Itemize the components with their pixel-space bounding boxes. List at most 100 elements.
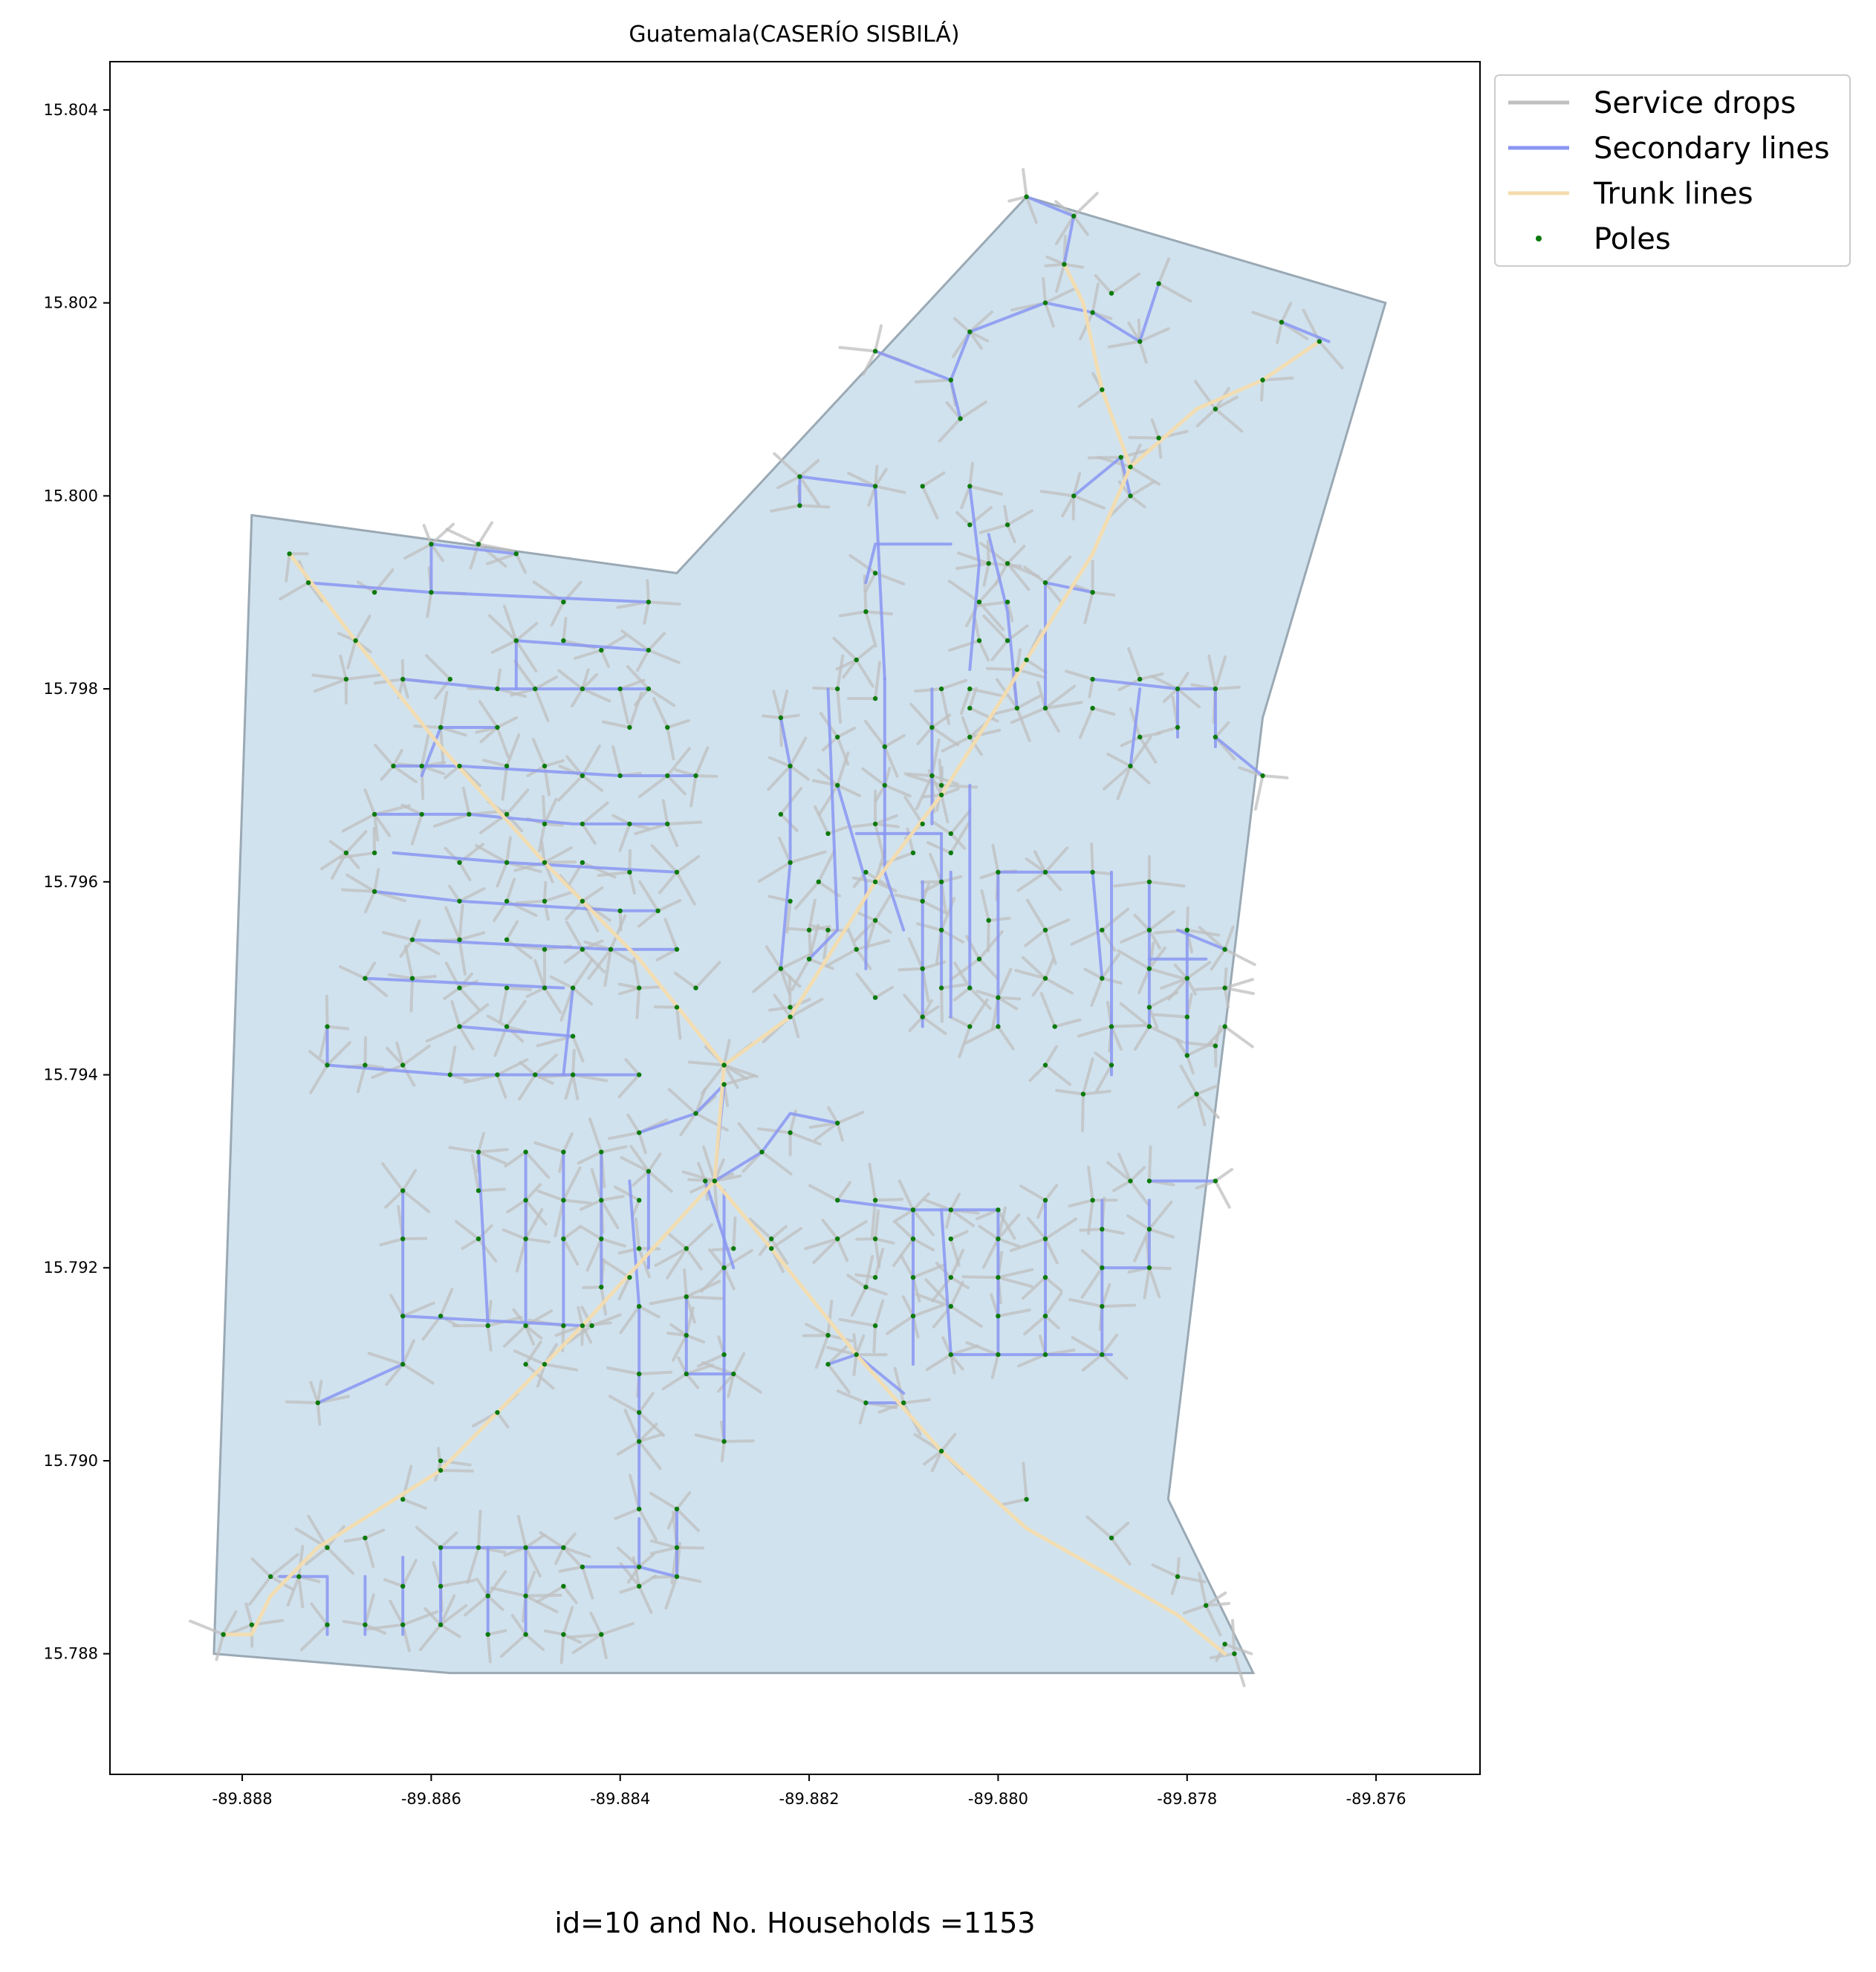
service-drop	[637, 1422, 658, 1443]
service-drop	[874, 467, 888, 488]
service-drop	[244, 1602, 253, 1626]
service-drop	[1081, 1089, 1111, 1096]
service-drop	[687, 1178, 716, 1183]
service-drop	[883, 745, 899, 778]
service-drop	[439, 1468, 475, 1473]
service-drop	[654, 1247, 688, 1268]
service-drop	[1087, 1199, 1094, 1235]
service-drop	[722, 1039, 731, 1067]
service-drop	[539, 1531, 565, 1549]
service-drop	[1022, 1462, 1028, 1501]
service-drop	[1095, 1063, 1113, 1093]
service-drop	[617, 1073, 641, 1099]
pole-point	[1128, 493, 1133, 499]
service-drop	[1170, 1574, 1179, 1595]
pole-point	[1100, 1227, 1105, 1232]
service-drop	[674, 971, 698, 990]
service-drop	[864, 610, 877, 648]
x-tick-label: -89.884	[590, 1790, 650, 1808]
pole-point	[1042, 869, 1048, 875]
service-drop	[1152, 1013, 1189, 1019]
service-drop	[1213, 685, 1241, 691]
service-drop	[874, 822, 900, 828]
service-drop	[874, 918, 892, 934]
service-drop	[921, 484, 939, 519]
service-drop	[543, 986, 562, 1014]
service-drop	[297, 1574, 305, 1609]
pole-point	[1042, 705, 1048, 711]
pole-point	[835, 686, 840, 692]
pole-point	[363, 1063, 368, 1068]
y-tick-label: 15.794	[44, 1066, 98, 1084]
service-drop	[637, 1370, 673, 1376]
pole-point	[976, 600, 982, 605]
service-drop	[1017, 1353, 1047, 1368]
pole-point	[637, 1198, 642, 1203]
pole-point	[986, 561, 991, 566]
secondary-line	[874, 349, 952, 382]
service-drop	[499, 986, 509, 1022]
pole-point	[938, 985, 944, 990]
service-drop	[722, 1266, 736, 1291]
service-drop	[439, 1623, 461, 1638]
pole-point	[835, 734, 840, 740]
service-drop	[772, 690, 782, 719]
service-drop	[1044, 1063, 1072, 1086]
service-drop	[562, 1166, 582, 1202]
pole-point	[646, 686, 652, 692]
service-drop	[1251, 311, 1283, 324]
service-drop	[990, 639, 1010, 661]
pole-point	[1004, 522, 1010, 528]
service-drop	[609, 914, 627, 951]
service-drop	[221, 1610, 238, 1636]
service-drop	[1117, 1152, 1132, 1183]
service-drop	[566, 1632, 603, 1639]
service-drop	[1110, 1536, 1132, 1566]
pole-point	[599, 1149, 604, 1155]
service-drop	[637, 1440, 662, 1470]
service-drop	[448, 1045, 457, 1077]
service-drop	[940, 765, 944, 797]
service-drop	[924, 1199, 952, 1212]
service-drop	[479, 726, 499, 744]
service-drop	[827, 1106, 840, 1125]
service-drop	[444, 906, 461, 941]
pole-point	[721, 1082, 727, 1087]
service-drop	[779, 967, 791, 995]
pole-point	[617, 908, 623, 914]
pole-point	[929, 724, 935, 730]
service-drop	[1106, 753, 1132, 768]
x-tick-label: -89.886	[401, 1790, 461, 1808]
service-drop	[874, 985, 895, 999]
service-drop	[607, 1131, 641, 1141]
service-drop	[788, 850, 827, 864]
service-drop	[1025, 857, 1047, 874]
service-drop	[439, 1459, 472, 1467]
service-drop	[1006, 523, 1016, 544]
service-drop	[886, 1314, 915, 1335]
pole-point	[835, 1236, 840, 1242]
service-drop	[524, 1199, 548, 1226]
service-drop	[533, 687, 550, 722]
pole-point	[589, 1323, 594, 1329]
service-drop	[250, 1557, 273, 1578]
pole-point	[400, 1063, 406, 1068]
pole-point	[637, 1246, 642, 1251]
service-drop	[874, 822, 885, 857]
service-drop	[965, 1341, 1000, 1357]
service-drop	[955, 510, 972, 527]
service-drop	[675, 1574, 702, 1583]
service-drop	[554, 1324, 584, 1337]
service-drop	[1068, 1298, 1104, 1308]
pole-point	[599, 1285, 604, 1290]
service-drop	[562, 1532, 577, 1549]
service-drop	[619, 1305, 641, 1334]
service-drop	[600, 1199, 620, 1230]
service-drop	[1026, 1216, 1047, 1241]
pole-point	[1100, 976, 1105, 981]
service-drop	[506, 1199, 528, 1214]
pole-point	[371, 889, 377, 895]
trunk-line	[713, 1178, 1227, 1656]
pole-point	[920, 821, 925, 827]
service-drop	[1055, 1089, 1085, 1096]
